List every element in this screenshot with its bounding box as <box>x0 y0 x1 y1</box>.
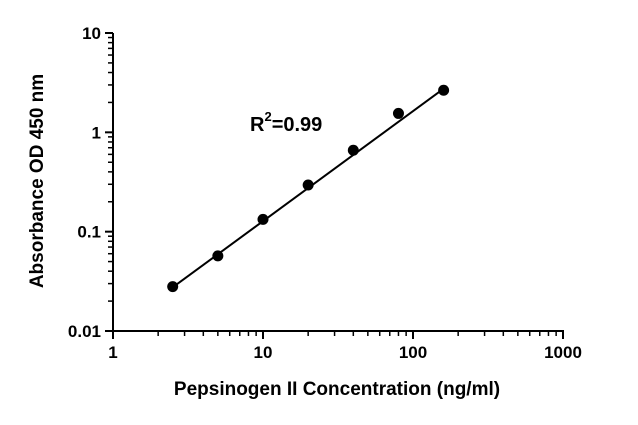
data-point <box>347 144 359 156</box>
x-tick-label: 1000 <box>544 343 582 362</box>
data-point <box>212 250 224 262</box>
data-point <box>167 281 179 293</box>
x-tick-label: 10 <box>254 343 273 362</box>
x-tick-label: 1 <box>108 343 117 362</box>
x-tick-labels: 1 10 100 1000 <box>108 343 582 362</box>
y-tick-label: 0.01 <box>68 322 101 341</box>
y-tick-label: 1 <box>92 123 101 142</box>
axes <box>105 32 564 339</box>
data-point <box>302 179 314 191</box>
y-tick-label: 0.1 <box>77 223 101 242</box>
y-tick-labels: 0.01 0.1 1 10 <box>68 24 101 341</box>
data-point <box>392 107 404 119</box>
y-tick-label: 10 <box>82 24 101 43</box>
y-axis-title: Absorbance OD 450 nm <box>27 74 48 288</box>
r-squared-base: R <box>250 114 265 136</box>
r-squared-superscript: 2 <box>264 109 271 124</box>
data-points <box>167 84 450 293</box>
data-point <box>257 213 269 225</box>
data-point <box>438 84 450 96</box>
r-squared-value: =0.99 <box>272 114 323 136</box>
r-squared-annotation: R2=0.99 <box>250 109 322 136</box>
x-tick-label: 100 <box>399 343 427 362</box>
x-axis-title: Pepsinogen II Concentration (ng/ml) <box>174 379 500 400</box>
